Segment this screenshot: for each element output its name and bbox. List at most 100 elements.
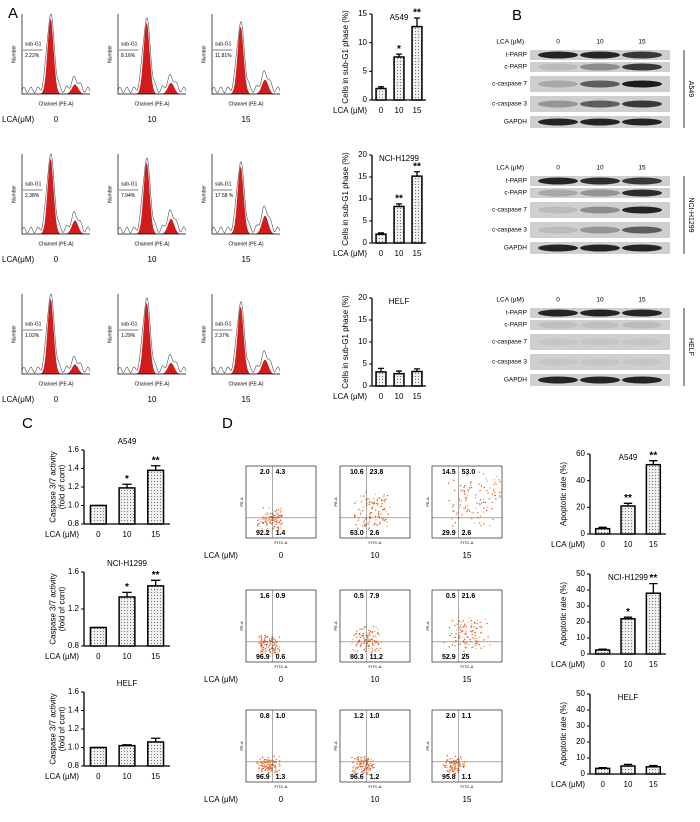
event [375, 650, 377, 653]
quadrant-percent: 11.2 [370, 654, 383, 661]
event [278, 636, 281, 638]
band [580, 177, 620, 185]
event [454, 624, 456, 627]
plot-frame [339, 709, 411, 783]
event [273, 644, 275, 646]
event [447, 758, 449, 761]
event [262, 765, 264, 768]
event [277, 527, 280, 529]
event [468, 510, 471, 512]
band [538, 206, 578, 214]
chart-title: NCI-H1299 [379, 154, 420, 163]
plot-frame [431, 465, 503, 539]
y-title: (fold of cont) [58, 706, 67, 751]
event [463, 763, 466, 766]
x-title: Channel (PE-A) [38, 241, 73, 247]
bar [375, 87, 387, 101]
x-title: LCA (μM) [333, 106, 367, 115]
event [466, 511, 468, 513]
event [451, 620, 454, 622]
event [485, 509, 488, 512]
event [267, 769, 269, 772]
event [463, 650, 465, 652]
event [470, 485, 472, 487]
band [580, 309, 620, 317]
frame [211, 154, 280, 235]
event [269, 512, 272, 515]
event [355, 644, 358, 647]
y-tick-label: 30 [576, 601, 585, 610]
dose-title: LCA(μM) [2, 115, 35, 124]
band [580, 376, 620, 384]
event [269, 516, 271, 518]
dose: 10 [371, 795, 380, 804]
gate-label: sub-G1 [121, 322, 138, 328]
event [461, 637, 463, 639]
bar [89, 626, 107, 647]
band [622, 51, 662, 59]
y-tick-label: 1.4 [68, 464, 80, 473]
event [385, 518, 387, 521]
dose: 15 [638, 39, 646, 46]
event [268, 644, 271, 646]
bar [411, 25, 423, 101]
event [364, 625, 366, 628]
bar [89, 746, 107, 767]
bar [393, 205, 405, 244]
event [475, 507, 477, 510]
dose: 0 [556, 39, 560, 46]
event [486, 506, 489, 508]
band [538, 376, 578, 384]
y-title: (fold of cont) [58, 586, 67, 631]
event [369, 513, 371, 515]
histogram-fit [117, 157, 187, 234]
band-label: c-caspase 7 [492, 207, 527, 214]
event [368, 521, 371, 523]
event [384, 508, 386, 510]
x-title: LCA (μM) [45, 530, 79, 539]
plot-frame [245, 709, 317, 783]
event [264, 640, 266, 642]
bar [645, 766, 662, 775]
event [368, 498, 370, 500]
event [369, 774, 371, 776]
event [370, 758, 372, 760]
event [261, 756, 264, 759]
y-tick-label: 40 [576, 585, 585, 594]
event [467, 489, 470, 491]
y-tick-label: 50 [576, 569, 585, 578]
y-tick-label: 15 [358, 315, 367, 324]
event [474, 494, 477, 496]
event [377, 502, 379, 504]
dose-title: LCA (μM) [496, 39, 524, 46]
event [499, 496, 501, 498]
event [467, 504, 469, 507]
event [356, 643, 358, 645]
event [364, 758, 366, 760]
event [461, 630, 463, 633]
event [483, 638, 485, 641]
band [622, 358, 662, 366]
event [353, 770, 355, 772]
event [463, 508, 465, 510]
event [376, 524, 378, 527]
event [278, 755, 281, 758]
event [460, 490, 462, 492]
event [269, 651, 272, 653]
x-tick-label: 15 [151, 530, 160, 539]
event [271, 764, 273, 766]
event [276, 642, 278, 644]
event [452, 770, 454, 773]
event [475, 640, 477, 642]
event [277, 509, 280, 511]
event [455, 633, 457, 635]
frame [117, 14, 186, 95]
event [263, 639, 266, 641]
event [270, 512, 273, 515]
event [452, 506, 454, 508]
quadrant-percent: 2.0 [446, 713, 456, 720]
event [260, 653, 263, 656]
event [383, 501, 386, 503]
event [375, 626, 378, 628]
bar [393, 372, 405, 387]
